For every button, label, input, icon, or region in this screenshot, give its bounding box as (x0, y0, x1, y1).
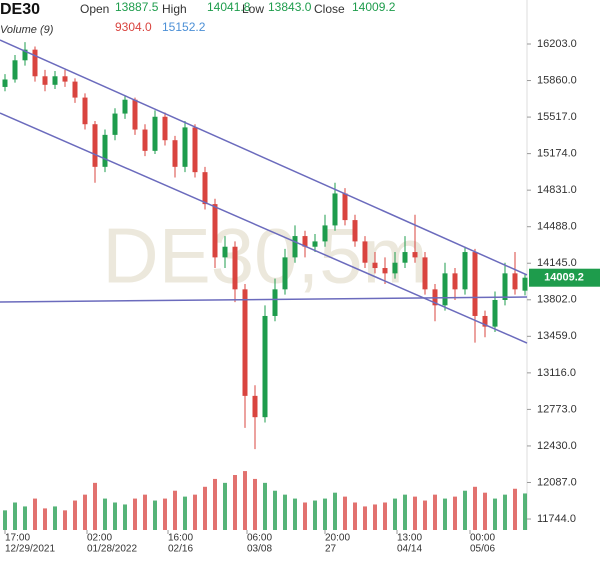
candle-body (162, 116, 168, 141)
x-tick-label: 02:00 (87, 533, 112, 544)
x-tick-label: 20:00 (325, 533, 350, 544)
candle-body (242, 289, 248, 396)
x-tick-date: 27 (325, 544, 337, 555)
candle-body (522, 277, 528, 291)
candle-body (262, 315, 268, 418)
x-tick-label: 16:00 (168, 533, 193, 544)
candle-body (152, 116, 158, 151)
candle-body (502, 273, 508, 300)
volume-title: Volume (9) (0, 24, 54, 36)
candle-body (132, 99, 138, 130)
candle-body (182, 127, 188, 167)
candle-body (22, 49, 28, 61)
y-tick-label: 14488.0 (537, 221, 577, 233)
candle-body (122, 99, 128, 114)
stat-label: Close (314, 2, 345, 16)
last-price-tag (529, 268, 600, 287)
candle-body (372, 262, 378, 269)
volume-value: 9304.0 (115, 20, 152, 34)
x-tick-date: 03/08 (247, 544, 272, 555)
y-tick-label: 16203.0 (537, 38, 577, 50)
candle-body (2, 79, 8, 87)
stat-value: 14009.2 (352, 0, 396, 14)
y-tick-label: 15860.0 (537, 74, 577, 86)
candle-body (222, 246, 228, 258)
candle-body (92, 124, 98, 167)
y-tick-label: 12087.0 (537, 476, 577, 488)
candle-body (402, 252, 408, 263)
stat-value: 13887.5 (115, 0, 159, 14)
y-tick-label: 12430.0 (537, 440, 577, 452)
candle-body (382, 268, 388, 274)
candle-body (52, 76, 58, 85)
candle-body (332, 193, 338, 226)
candle-body (312, 241, 318, 247)
candle-body (102, 134, 108, 167)
candle-body (492, 299, 498, 327)
candle-body (322, 225, 328, 242)
stat-label: High (162, 2, 187, 16)
candle-body (512, 273, 518, 290)
trendline (0, 39, 528, 276)
candle-body (392, 262, 398, 274)
candle-body (142, 129, 148, 151)
x-tick-label: 00:00 (470, 533, 495, 544)
candle-body (352, 220, 358, 242)
trendline (0, 296, 528, 303)
candle-body (172, 140, 178, 167)
y-tick-label: 15517.0 (537, 111, 577, 123)
candle-body (302, 236, 308, 247)
last-price-label: 14009.2 (544, 272, 584, 284)
y-tick-label: 11744.0 (537, 513, 576, 525)
candle-body (212, 204, 218, 258)
candle-body (42, 76, 48, 85)
volume-value: 15152.2 (162, 20, 206, 34)
candle-body (422, 257, 428, 290)
x-tick-label: 06:00 (247, 533, 272, 544)
candle-body (472, 252, 478, 316)
x-tick-date: 01/28/2022 (87, 544, 137, 555)
candle-body (112, 113, 118, 135)
stat-label: Low (242, 2, 264, 16)
stat-value: 14041.8 (207, 0, 251, 14)
candle-body (82, 97, 88, 125)
symbol: DE30 (0, 1, 40, 18)
candle-body (282, 257, 288, 290)
x-tick-label: 13:00 (397, 533, 422, 544)
stat-label: Open (80, 2, 109, 16)
trendline (0, 112, 528, 344)
candle-body (232, 246, 238, 290)
candle-body (252, 395, 258, 418)
x-tick-date: 12/29/2021 (5, 544, 55, 555)
x-tick-date: 02/16 (168, 544, 193, 555)
candle-body (452, 273, 458, 290)
candle-body (12, 60, 18, 80)
candle-body (482, 315, 488, 327)
y-tick-label: 14145.0 (537, 257, 577, 269)
candle-body (292, 236, 298, 258)
y-tick-label: 13459.0 (537, 330, 577, 342)
candle-body (202, 172, 208, 205)
y-tick-label: 15174.0 (537, 148, 577, 160)
candle-body (62, 76, 68, 82)
x-tick-label: 17:00 (5, 533, 30, 544)
candle-body (342, 193, 348, 221)
candle-body (412, 252, 418, 258)
candle-body (192, 127, 198, 173)
candle-body (72, 81, 78, 98)
candle-body (462, 252, 468, 290)
candle-body (442, 273, 448, 306)
candle-body (362, 241, 368, 263)
y-tick-label: 12773.0 (537, 403, 577, 415)
y-tick-label: 13116.0 (537, 367, 576, 379)
candle-body (272, 289, 278, 316)
x-tick-date: 04/14 (397, 544, 422, 555)
y-tick-label: 14831.0 (537, 184, 577, 196)
candle-body (32, 49, 38, 77)
stat-value: 13843.0 (268, 0, 312, 14)
x-tick-date: 05/06 (470, 544, 495, 555)
y-tick-label: 13802.0 (537, 294, 577, 306)
watermark: DE30,5m (102, 212, 427, 300)
